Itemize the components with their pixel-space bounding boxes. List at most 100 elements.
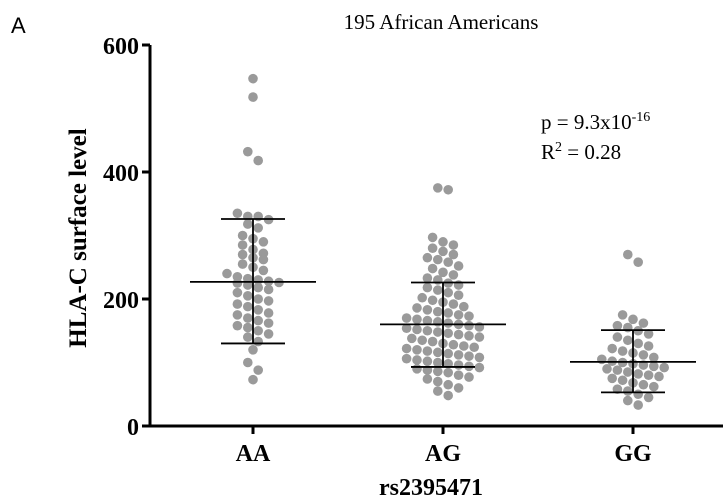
data-point-ag <box>469 342 480 353</box>
data-point-ag <box>412 303 422 313</box>
data-point-aa <box>222 268 232 279</box>
data-point-ag <box>401 353 412 364</box>
data-point-aa <box>258 254 269 265</box>
data-point-ag <box>427 243 438 253</box>
data-point-aa <box>243 219 253 229</box>
summary-bars <box>190 218 696 394</box>
data-point-ag <box>433 306 443 317</box>
data-point-ag <box>422 356 433 367</box>
r-squared-prefix: R <box>541 140 555 164</box>
data-point-aa <box>232 287 243 298</box>
data-point-aa <box>253 223 263 233</box>
data-point-aa <box>237 259 248 269</box>
y-tick-label: 600 <box>103 34 139 60</box>
data-point-gg <box>617 346 628 356</box>
p-value-annotation: p = 9.3x10-16 <box>541 110 650 134</box>
data-point-ag <box>433 347 443 358</box>
data-point-ag <box>433 285 443 295</box>
data-point-aa <box>253 155 263 166</box>
data-point-gg <box>638 350 649 360</box>
p-value-text: p = 9.3x10 <box>541 110 632 134</box>
data-point-aa <box>237 240 248 250</box>
data-point-ag <box>422 304 433 315</box>
p-value-exponent: -16 <box>632 110 651 125</box>
data-point-aa <box>258 237 269 247</box>
data-point-ag <box>443 287 454 298</box>
data-point-gg <box>643 341 654 351</box>
data-point-aa <box>243 146 253 157</box>
data-point-gg <box>638 318 649 328</box>
data-point-aa <box>253 294 263 304</box>
data-point-ag <box>417 292 428 303</box>
data-point-gg <box>623 386 633 396</box>
data-point-ag <box>448 240 459 250</box>
data-point-ag <box>443 390 454 401</box>
data-point-gg <box>607 343 617 354</box>
data-point-ag <box>453 290 464 300</box>
data-point-gg <box>649 381 659 392</box>
x-tick-label: GG <box>614 441 652 467</box>
data-point-ag <box>443 328 454 339</box>
data-point-ag <box>407 333 417 344</box>
data-point-aa <box>248 92 258 102</box>
data-point-ag <box>412 324 422 335</box>
y-tick-label: 0 <box>127 415 139 441</box>
data-point-ag <box>474 332 485 342</box>
data-point-ag <box>448 299 459 309</box>
data-point-ag <box>453 310 464 320</box>
r-squared-annotation: R2 = 0.28 <box>541 140 621 164</box>
y-tick-label: 200 <box>103 288 139 314</box>
r-squared-value: = 0.28 <box>562 140 621 164</box>
data-point-ag <box>433 183 443 193</box>
data-point-ag <box>453 261 464 271</box>
data-point-ag <box>422 325 433 336</box>
data-point-ag <box>453 329 464 340</box>
data-point-gg <box>617 375 628 386</box>
data-point-aa <box>253 336 263 347</box>
data-point-aa <box>253 315 263 326</box>
data-point-ag <box>412 314 422 325</box>
data-point-ag <box>438 267 448 278</box>
data-point-aa <box>248 345 258 355</box>
data-point-gg <box>649 352 659 363</box>
data-point-aa <box>253 282 263 293</box>
data-point-gg <box>638 379 649 390</box>
data-point-ag <box>443 257 454 267</box>
data-point-ag <box>443 367 454 378</box>
data-point-gg <box>612 332 623 342</box>
data-point-ag <box>448 249 459 260</box>
data-point-ag <box>453 360 464 370</box>
data-point-ag <box>422 252 433 263</box>
data-point-ag <box>448 339 459 350</box>
data-point-gg <box>633 338 643 349</box>
data-point-gg <box>612 365 623 375</box>
x-tick-label: AA <box>236 441 271 467</box>
data-point-aa <box>243 332 253 342</box>
y-axis-label: HLA-C surface level <box>65 128 92 347</box>
data-points <box>222 73 669 410</box>
data-point-ag <box>412 345 422 355</box>
data-point-aa <box>253 365 263 375</box>
data-point-ag <box>443 184 454 195</box>
data-point-aa <box>243 357 253 368</box>
data-point-gg <box>633 257 643 267</box>
data-point-ag <box>438 246 448 257</box>
data-point-ag <box>422 273 433 283</box>
data-point-ag <box>474 352 485 363</box>
data-point-gg <box>607 373 617 384</box>
data-point-gg <box>649 361 659 372</box>
data-point-ag <box>427 295 438 306</box>
data-point-aa <box>232 278 243 288</box>
y-axis-ticks: 0 200 400 600 <box>103 34 150 441</box>
data-point-ag <box>474 362 485 373</box>
data-point-ag <box>401 343 412 354</box>
data-point-aa <box>237 249 248 260</box>
data-point-ag <box>464 331 474 341</box>
data-point-aa <box>237 230 248 241</box>
data-point-aa <box>263 318 274 328</box>
y-tick-label: 400 <box>103 161 139 187</box>
data-point-gg <box>628 314 638 325</box>
data-point-ag <box>433 386 443 396</box>
data-point-ag <box>427 263 438 274</box>
data-point-aa <box>232 310 243 320</box>
